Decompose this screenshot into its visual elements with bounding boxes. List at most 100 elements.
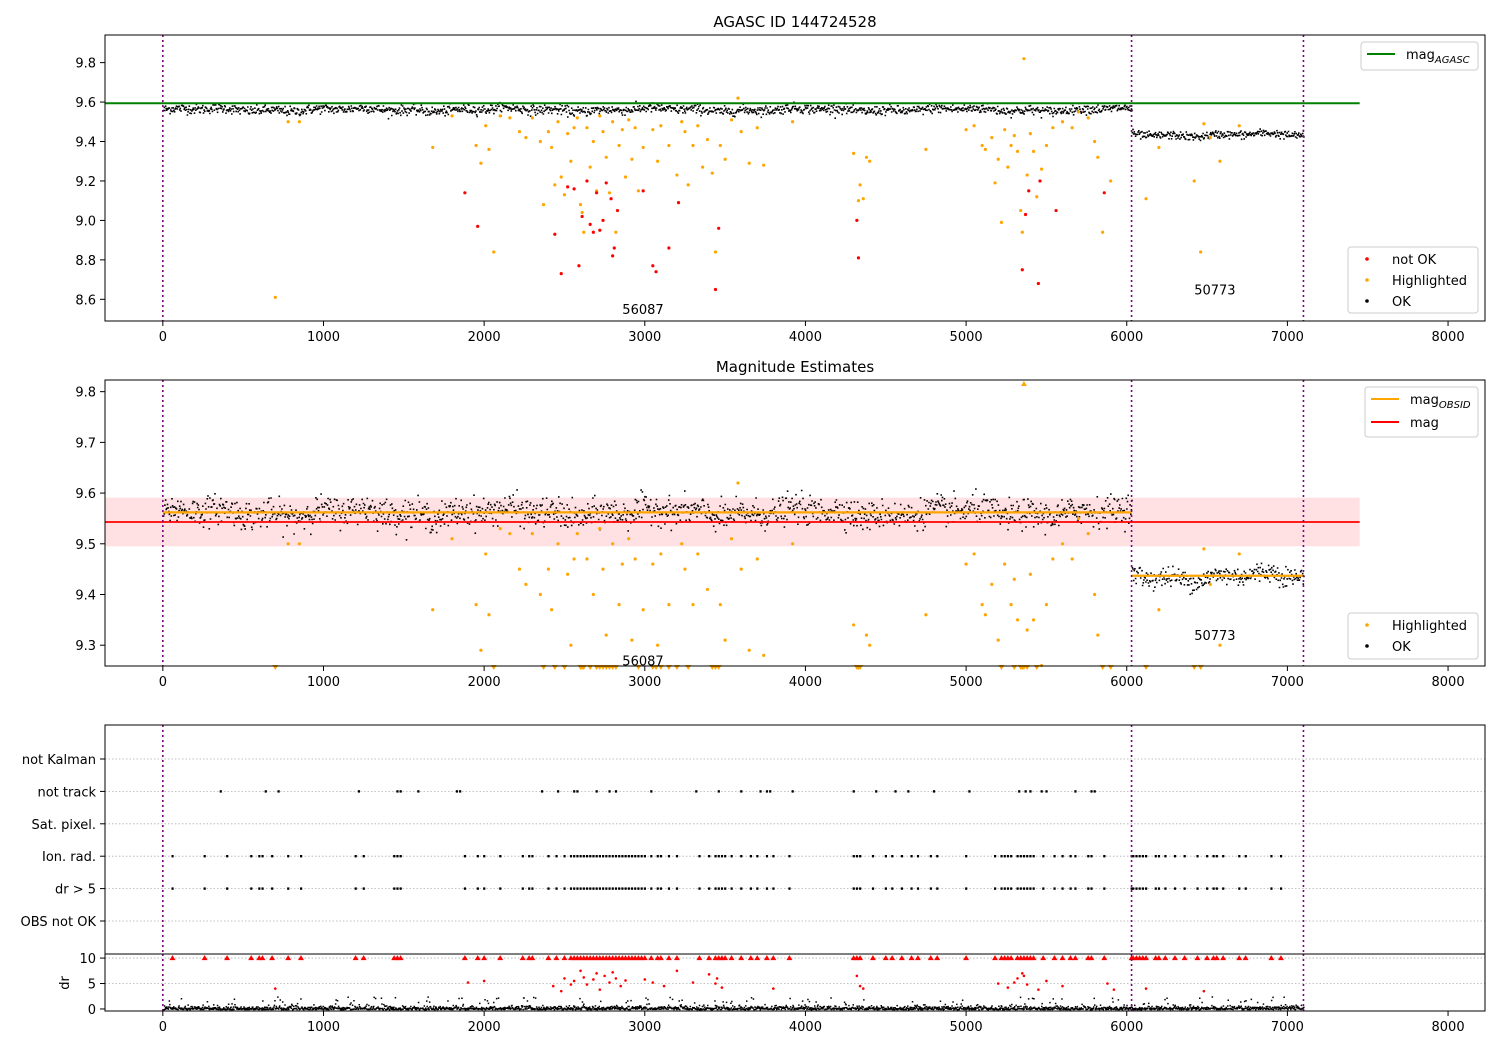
x-tick-label: 7000 [1271,330,1304,345]
highlighted-point [705,587,710,592]
highlighted-point [705,137,710,142]
flag-point [894,790,897,793]
flag-point [1206,887,1209,890]
dr-clipped-marker [1277,955,1284,961]
dr-clipped-marker [914,955,921,961]
flag-point [1019,887,1022,890]
flag-point [362,887,365,890]
highlighted-point [562,193,567,197]
legend-highlighted: Highlighted [1392,274,1467,289]
flag-point [1130,887,1133,890]
flag-point [540,790,544,793]
flag-point [994,887,997,890]
highlighted-point [667,143,671,148]
x-tick-label: 3000 [628,675,661,690]
dr-axis-label: dr [58,976,73,990]
magnitude-panel-title: Magnitude Estimates [716,358,874,376]
dr-clipped-marker [754,955,761,961]
flag-point [1016,887,1019,890]
dr-high-point [662,984,666,988]
highlighted-point [1031,149,1036,153]
dr-clipped-marker [927,955,934,961]
flag-row-label: not Kalman [22,753,96,768]
dr-panel-frame [104,953,1486,1012]
highlighted-point [508,116,512,120]
highlighted-point [1015,618,1020,622]
flag-point [476,887,479,890]
dr-clipped-marker [722,955,729,961]
highlighted-point [1060,542,1065,546]
flag-point [602,887,605,890]
dr-clipped-marker [1030,955,1037,961]
flag-point [1157,855,1161,858]
flag-point [929,887,932,890]
highlighted-point [675,173,679,177]
dr-clipped-marker [908,955,915,961]
flag-point [1024,790,1027,793]
not-ok-point [598,228,602,232]
flag-point [965,855,968,858]
highlighted-point [739,130,743,134]
dr-clipped-marker [1242,955,1249,961]
flag-point [585,855,589,858]
y-tick-label: 9.2 [75,175,96,190]
flag-point [582,855,585,858]
flag-point [354,855,357,858]
highlighted-point [559,175,563,179]
flag-point [1090,790,1093,793]
flag-point [891,855,894,858]
highlighted-point [604,155,608,159]
flag-point [627,855,630,858]
legend-mag: mag [1410,416,1439,431]
flag-point [1164,855,1167,858]
highlighted-point [729,537,734,541]
y-tick-label: 10 [79,952,96,967]
flag-point [621,887,624,890]
flag-row-label: OBS not OK [21,915,97,930]
dr-high-point [707,973,711,976]
highlighted-point [1096,155,1100,159]
highlighted-point [710,171,714,175]
highlighted-point [487,147,491,151]
highlighted-point [790,120,795,124]
flag-point [1029,855,1032,858]
dr-high-point [1202,989,1206,993]
flag-point [643,855,646,858]
not-ok-point [855,218,859,223]
flag-point [624,855,627,858]
highlighted-point [701,165,705,169]
dr-high-point [1025,983,1029,986]
flag-point [929,855,932,858]
flag-point [1173,887,1177,890]
x-tick-label: 1000 [307,675,340,690]
dr-clipped-marker [474,955,481,961]
not-ok-point [611,254,615,258]
highlighted-point [569,643,573,647]
highlighted-point [550,145,554,150]
flag-point [852,855,855,858]
flag-point [531,887,534,890]
not-ok-point [856,256,861,260]
flag-point [859,887,862,890]
not-ok-point [1038,179,1042,183]
flag-point [1206,855,1209,858]
flag-point [521,887,524,890]
magnitude-estimates-panel: Magnitude Estimates 56087 50773 0 1000 2000… [75,358,1486,690]
flag-row-label: not track [37,785,96,800]
x-tick-label: 2000 [468,1020,501,1035]
highlighted-point [755,126,759,130]
flag-point [396,790,399,793]
flag-point [714,855,717,858]
highlighted-point [627,118,631,122]
not-ok-point [476,224,480,228]
dr-high-point [861,987,865,990]
highlighted-point [479,161,483,165]
clipped-high-marker [1020,381,1027,386]
dr-high-point [996,982,1000,985]
flag-point [650,855,653,858]
dr-high-point [1106,982,1109,985]
flag-point [463,887,467,890]
highlighted-point [1022,57,1026,61]
flag-point [759,790,762,793]
x-tick-label: 6000 [1110,675,1143,690]
